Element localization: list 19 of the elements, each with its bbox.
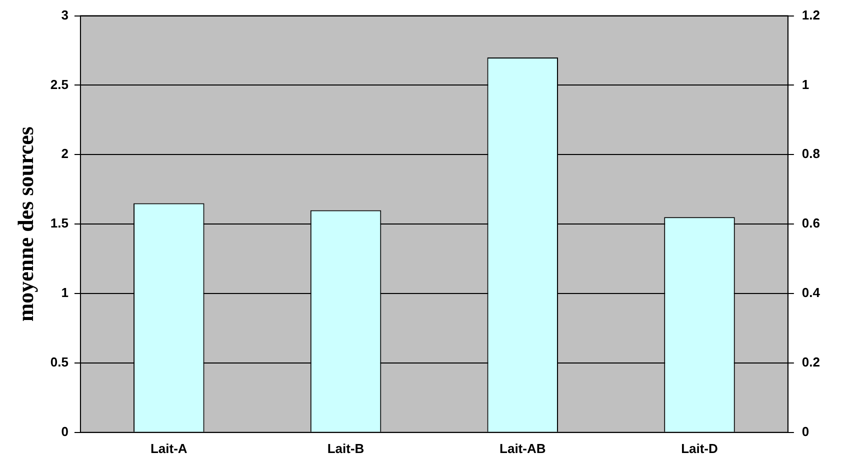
y2-tick-label: 0.8	[802, 146, 820, 162]
y-tick-label: 0	[61, 424, 68, 439]
y2-tick-label: 0.4	[802, 285, 821, 300]
y-tick-label: 2	[61, 146, 68, 162]
y2-tick-label: 1.2	[802, 7, 820, 22]
x-tick-label: Lait-D	[681, 440, 718, 456]
y2-tick-label: 1	[802, 76, 810, 92]
y2-tick-label: 0	[802, 424, 810, 439]
y-tick-label: 1.5	[50, 216, 68, 231]
y-tick-label: 2.5	[50, 76, 68, 92]
y2-tick-label: 0.6	[802, 216, 820, 231]
x-tick-label: Lait-A	[150, 440, 188, 456]
y-axis-title: moyenne des sources	[12, 126, 38, 322]
y2-tick-label: 0.2	[802, 354, 820, 370]
x-tick-label: Lait-AB	[500, 440, 546, 456]
y-tick-label: 1	[61, 285, 68, 300]
y-tick-label: 0.5	[50, 354, 68, 370]
y-tick-label: 3	[61, 7, 68, 22]
x-tick-label: Lait-B	[327, 440, 364, 456]
